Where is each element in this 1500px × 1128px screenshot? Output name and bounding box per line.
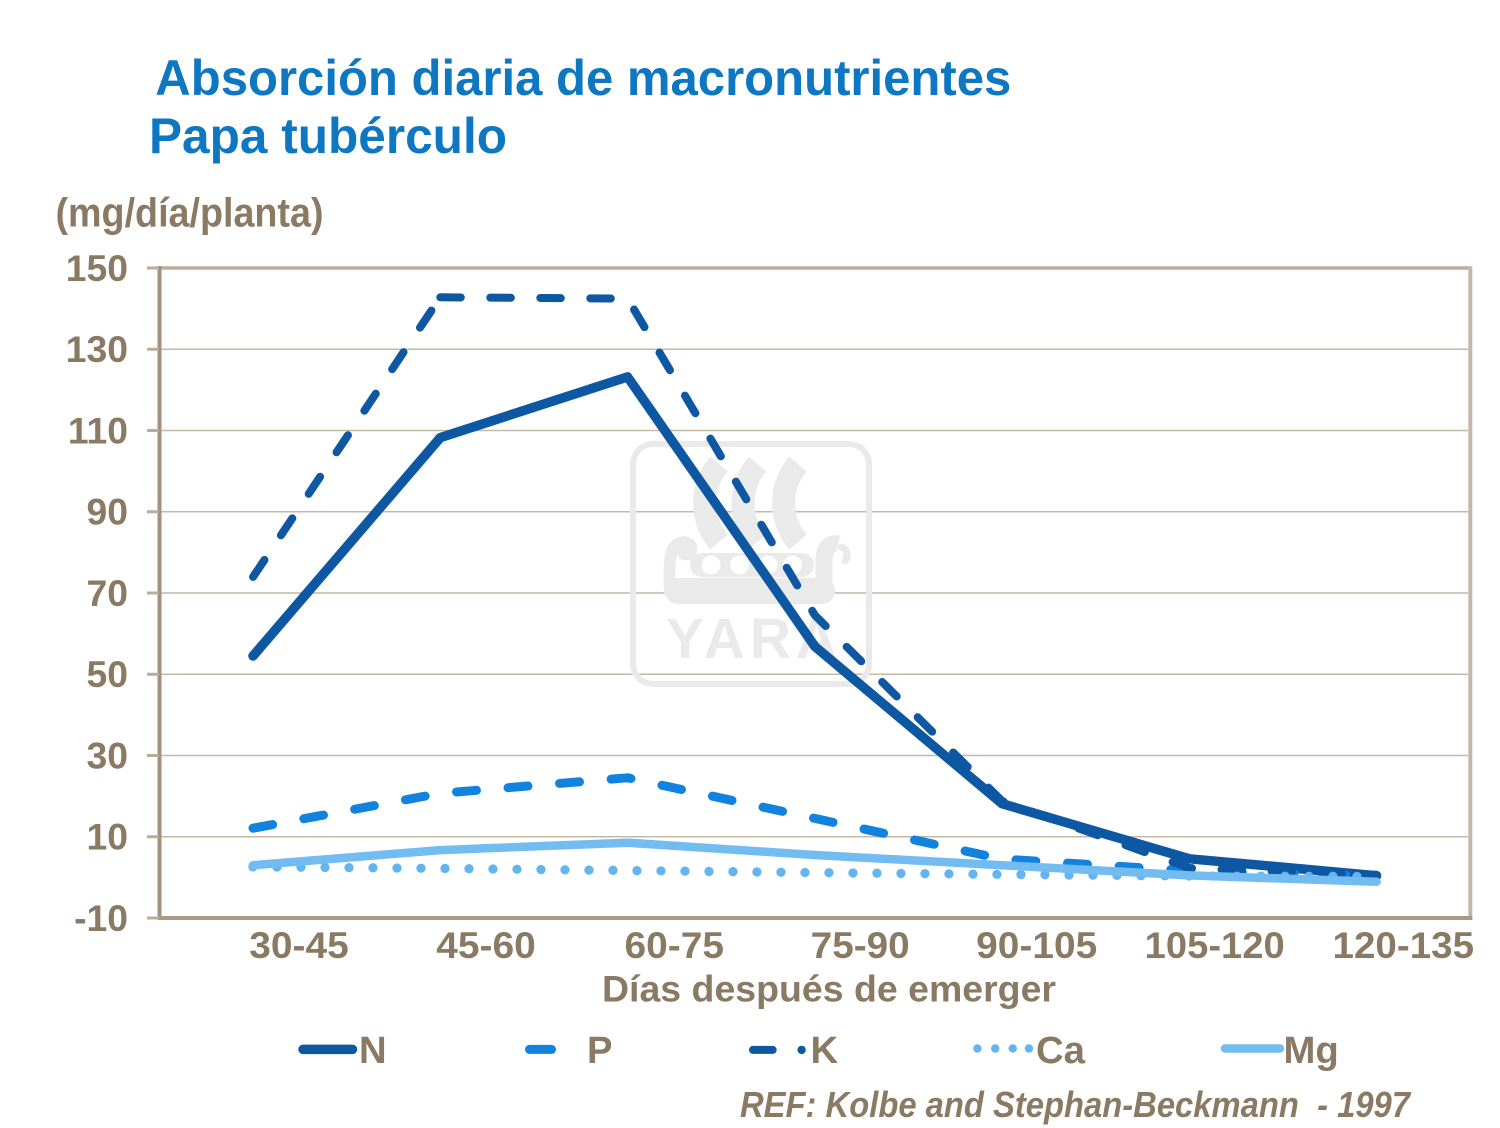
svg-text:45-60: 45-60: [436, 924, 536, 966]
svg-text:90-105: 90-105: [976, 924, 1097, 966]
svg-text:N: N: [359, 1029, 387, 1072]
svg-text:Ca: Ca: [1036, 1029, 1086, 1072]
svg-text:130: 130: [66, 328, 128, 370]
svg-text:Papa tubérculo: Papa tubérculo: [149, 108, 507, 164]
svg-text:30: 30: [87, 734, 129, 776]
svg-text:60-75: 60-75: [625, 924, 725, 966]
svg-text:90: 90: [87, 491, 129, 533]
svg-text:P: P: [587, 1029, 613, 1072]
svg-text:(mg/día/planta): (mg/día/planta): [56, 190, 324, 236]
svg-text:10: 10: [87, 816, 129, 858]
svg-text:110: 110: [68, 409, 128, 451]
svg-text:120-135: 120-135: [1333, 924, 1475, 966]
svg-text:75-90: 75-90: [811, 924, 910, 966]
svg-text:-10: -10: [74, 897, 128, 939]
svg-text:150: 150: [66, 247, 128, 289]
svg-text:REF: Kolbe and Stephan-Beckman: REF: Kolbe and Stephan-Beckmann - 1997: [740, 1084, 1412, 1125]
svg-text:70: 70: [87, 572, 129, 614]
svg-text:50: 50: [87, 653, 129, 695]
svg-text:Absorción diaria de macronutri: Absorción diaria de macronutrientes: [155, 50, 1011, 106]
svg-text:105-120: 105-120: [1145, 924, 1285, 966]
svg-text:Mg: Mg: [1284, 1029, 1339, 1072]
svg-text:Días después de emerger: Días después de emerger: [602, 967, 1056, 1009]
svg-text:30-45: 30-45: [249, 924, 349, 966]
svg-text:K: K: [811, 1029, 839, 1072]
